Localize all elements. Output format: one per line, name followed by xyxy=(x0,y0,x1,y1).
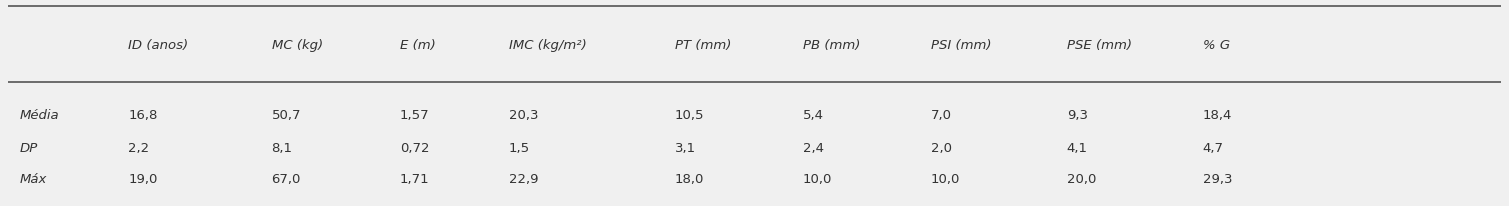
Text: IMC (kg/m²): IMC (kg/m²) xyxy=(509,39,587,52)
Text: 19,0: 19,0 xyxy=(128,173,157,186)
Text: 2,2: 2,2 xyxy=(128,142,149,155)
Text: PSE (mm): PSE (mm) xyxy=(1067,39,1132,52)
Text: 50,7: 50,7 xyxy=(272,109,302,122)
Text: 16,8: 16,8 xyxy=(128,109,157,122)
Text: 20,0: 20,0 xyxy=(1067,173,1096,186)
Text: 8,1: 8,1 xyxy=(272,142,293,155)
Text: 9,3: 9,3 xyxy=(1067,109,1088,122)
Text: 4,7: 4,7 xyxy=(1203,142,1224,155)
Text: % G: % G xyxy=(1203,39,1230,52)
Text: 2,0: 2,0 xyxy=(931,142,952,155)
Text: 22,9: 22,9 xyxy=(509,173,539,186)
Text: ID (anos): ID (anos) xyxy=(128,39,189,52)
Text: Máx: Máx xyxy=(20,173,47,186)
Text: MC (kg): MC (kg) xyxy=(272,39,323,52)
Text: 7,0: 7,0 xyxy=(931,109,952,122)
Text: 10,0: 10,0 xyxy=(803,173,831,186)
Text: 0,72: 0,72 xyxy=(400,142,430,155)
Text: 29,3: 29,3 xyxy=(1203,173,1233,186)
Text: Média: Média xyxy=(20,109,59,122)
Text: PSI (mm): PSI (mm) xyxy=(931,39,991,52)
Text: 10,0: 10,0 xyxy=(931,173,960,186)
Text: 67,0: 67,0 xyxy=(272,173,300,186)
Text: 5,4: 5,4 xyxy=(803,109,824,122)
Text: 2,4: 2,4 xyxy=(803,142,824,155)
Text: PB (mm): PB (mm) xyxy=(803,39,860,52)
Text: DP: DP xyxy=(20,142,38,155)
Text: 4,1: 4,1 xyxy=(1067,142,1088,155)
Text: E (m): E (m) xyxy=(400,39,436,52)
Text: 3,1: 3,1 xyxy=(675,142,696,155)
Text: 18,0: 18,0 xyxy=(675,173,703,186)
Text: 10,5: 10,5 xyxy=(675,109,705,122)
Text: 1,5: 1,5 xyxy=(509,142,530,155)
Text: 18,4: 18,4 xyxy=(1203,109,1231,122)
Text: 1,71: 1,71 xyxy=(400,173,430,186)
Text: 20,3: 20,3 xyxy=(509,109,539,122)
Text: 1,57: 1,57 xyxy=(400,109,430,122)
Text: PT (mm): PT (mm) xyxy=(675,39,730,52)
